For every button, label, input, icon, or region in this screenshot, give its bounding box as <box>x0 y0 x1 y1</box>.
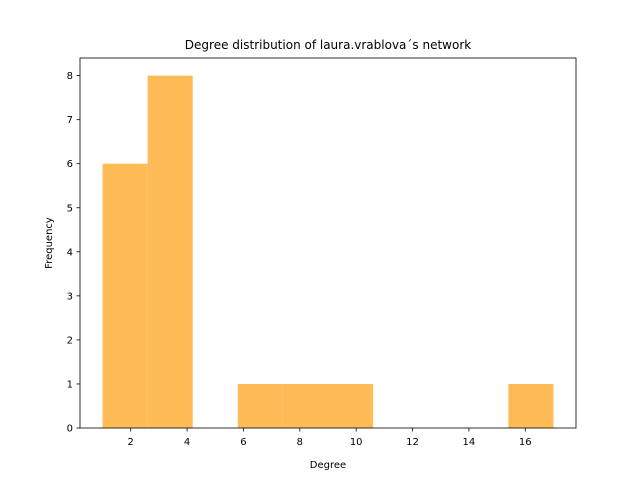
x-ticks-group: 2 4 6 8 10 12 14 16 <box>128 428 532 448</box>
histogram-bar <box>508 383 554 428</box>
y-tick-label: 0 <box>67 424 73 435</box>
histogram-bar <box>237 383 283 428</box>
y-tick-label: 8 <box>67 71 73 82</box>
x-tick-label: 4 <box>184 437 190 448</box>
x-tick-label: 10 <box>350 437 363 448</box>
y-tick-label: 3 <box>67 291 73 302</box>
x-tick-label: 2 <box>128 437 134 448</box>
plot-frame <box>79 57 577 429</box>
y-axis-label: Frequency <box>44 217 55 269</box>
histogram-bar <box>102 163 148 428</box>
x-tick-label: 6 <box>240 437 246 448</box>
histogram-bar <box>328 383 374 428</box>
y-tick-label: 1 <box>67 379 73 390</box>
x-tick-label: 16 <box>519 437 532 448</box>
y-tick-label: 4 <box>67 247 73 258</box>
y-tick-label: 6 <box>67 159 73 170</box>
x-tick-label: 12 <box>406 437 419 448</box>
x-tick-label: 14 <box>463 437 476 448</box>
y-tick-label: 5 <box>67 203 73 214</box>
histogram-bar <box>147 75 193 428</box>
y-tick-label: 2 <box>67 335 73 346</box>
histogram-bar <box>282 383 328 428</box>
y-tick-label: 7 <box>67 115 73 126</box>
y-ticks-group: 0 1 2 3 4 5 6 7 8 <box>67 71 80 435</box>
x-axis-label: Degree <box>310 460 346 471</box>
bars-group <box>102 75 554 428</box>
x-tick-label: 8 <box>297 437 303 448</box>
chart-title: Degree distribution of laura.vrablova´s … <box>185 38 471 52</box>
